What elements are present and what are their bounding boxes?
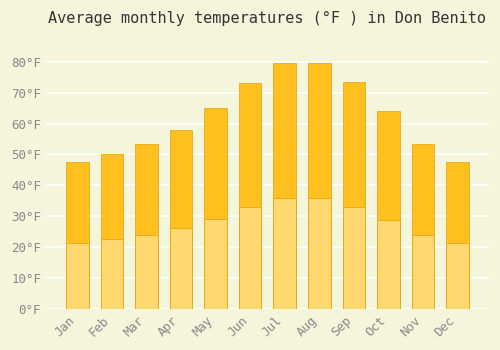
Bar bbox=[308, 198, 330, 309]
Bar bbox=[308, 63, 330, 309]
Bar bbox=[135, 234, 158, 309]
Bar bbox=[239, 208, 262, 309]
Bar bbox=[446, 243, 469, 309]
Bar bbox=[66, 162, 88, 309]
Bar bbox=[170, 228, 192, 309]
Bar bbox=[66, 243, 88, 309]
Bar bbox=[100, 239, 123, 309]
Bar bbox=[446, 162, 469, 309]
Bar bbox=[377, 111, 400, 309]
Bar bbox=[342, 207, 365, 309]
Bar bbox=[412, 144, 434, 309]
Bar bbox=[377, 220, 400, 309]
Bar bbox=[204, 108, 227, 309]
Bar bbox=[135, 144, 158, 309]
Bar bbox=[100, 154, 123, 309]
Bar bbox=[170, 130, 192, 309]
Bar bbox=[204, 218, 227, 309]
Bar bbox=[412, 234, 434, 309]
Bar bbox=[274, 198, 296, 309]
Title: Average monthly temperatures (°F ) in Don Benito: Average monthly temperatures (°F ) in Do… bbox=[48, 11, 486, 26]
Bar bbox=[274, 63, 296, 309]
Bar bbox=[239, 83, 262, 309]
Bar bbox=[342, 82, 365, 309]
